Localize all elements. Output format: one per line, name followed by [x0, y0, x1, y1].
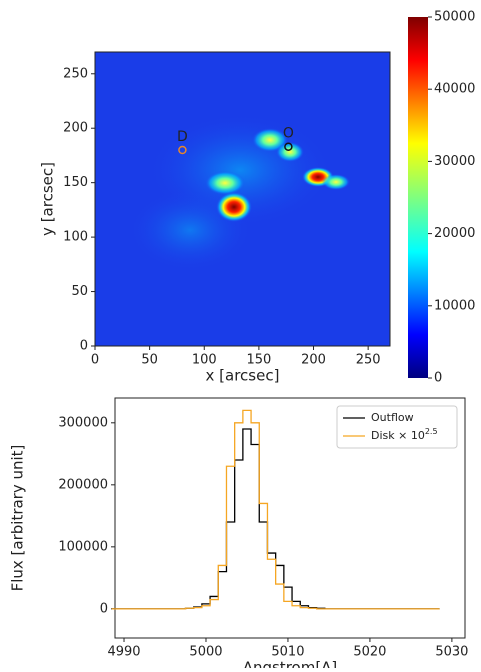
colorbar-tick-label: 10000 — [434, 298, 475, 313]
marker — [178, 145, 187, 155]
x-tick-label: 4990 — [107, 645, 140, 660]
y-tick-label: 300000 — [58, 415, 108, 430]
axes-frame — [114, 397, 466, 639]
series-line — [111, 409, 440, 610]
y-tick-label: 0 — [100, 601, 108, 616]
x-tick-label: 5030 — [435, 645, 468, 660]
y-tick-label: 200 — [63, 121, 88, 136]
y-tick-label: 50 — [71, 284, 88, 299]
y-tick-label: 200000 — [58, 477, 108, 492]
colorbar-tick-label: 0 — [434, 371, 442, 386]
legend-label: Disk × 102.5 — [371, 427, 438, 443]
y-tick-label: 100 — [63, 230, 88, 245]
y-tick-label: 100000 — [58, 539, 108, 554]
y-tick-label: 0 — [80, 339, 88, 354]
x-tick-label: 150 — [246, 353, 271, 368]
y-axis-label: y [arcsec] — [39, 162, 57, 236]
colorbar — [408, 17, 428, 378]
marker-label: D — [177, 129, 188, 145]
legend-label: Outflow — [371, 411, 414, 424]
axes-frame — [94, 51, 391, 347]
marker-label: O — [283, 126, 294, 142]
colorbar-tick-label: 50000 — [434, 10, 475, 25]
y-tick-label: 150 — [63, 175, 88, 190]
colorbar-tick-label: 30000 — [434, 154, 475, 169]
x-tick-label: 0 — [91, 353, 99, 368]
x-tick-label: 5000 — [189, 645, 222, 660]
x-axis-label: Angstrom[A] — [243, 659, 338, 669]
x-tick-label: 5020 — [353, 645, 386, 660]
legend-name: Outflow — [371, 411, 414, 424]
colorbar-tick-label: 40000 — [434, 82, 475, 97]
marker — [284, 142, 293, 151]
x-tick-label: 200 — [301, 353, 326, 368]
image — [95, 52, 390, 346]
legend-exponent: 2.5 — [425, 427, 438, 436]
colorbar-tick-label: 20000 — [434, 226, 475, 241]
x-tick-label: 100 — [192, 353, 217, 368]
y-axis-label: Flux [arbitrary unit] — [9, 445, 27, 592]
y-tick-label: 250 — [63, 66, 88, 81]
legend-name: Disk × 10 — [371, 429, 425, 442]
legend — [336, 405, 458, 449]
x-tick-label: 250 — [356, 353, 381, 368]
x-axis-label: x [arcsec] — [206, 367, 280, 385]
x-tick-label: 5010 — [271, 645, 304, 660]
x-tick-label: 50 — [141, 353, 158, 368]
